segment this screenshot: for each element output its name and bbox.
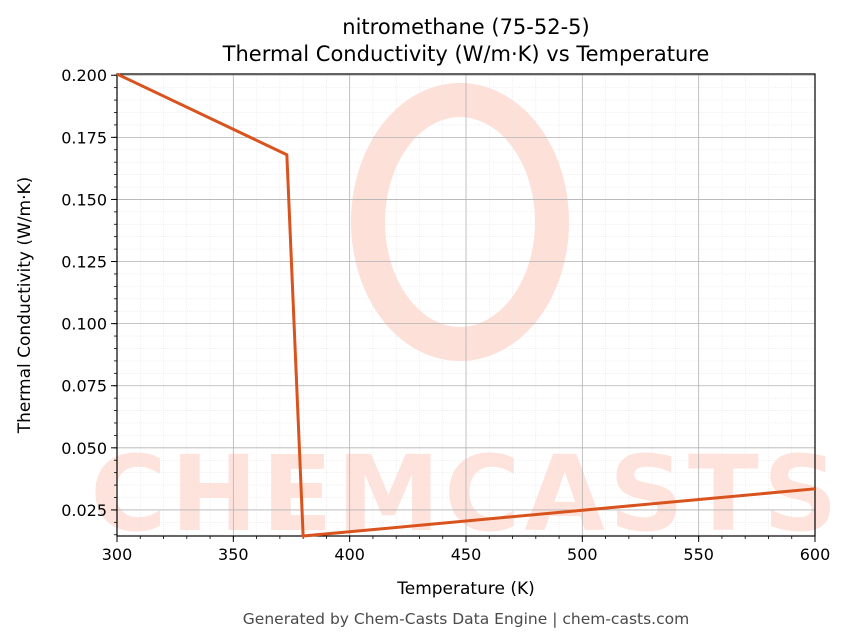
watermark-logo-ring	[351, 83, 569, 361]
x-tick-label: 600	[800, 545, 831, 564]
x-tick-label: 350	[218, 545, 249, 564]
footer-credit: Generated by Chem-Casts Data Engine | ch…	[243, 610, 689, 628]
x-axis: 300 350 400 450 500 550 600	[102, 536, 831, 564]
y-tick-label: 0.125	[61, 253, 107, 272]
x-tick-label: 400	[334, 545, 365, 564]
series-group	[116, 72, 816, 538]
chart-subtitle: Thermal Conductivity (W/m·K) vs Temperat…	[222, 42, 710, 66]
x-tick-label: 300	[102, 545, 133, 564]
y-tick-label: 0.100	[61, 315, 107, 334]
chart-title: nitromethane (75-52-5)	[342, 15, 589, 39]
y-tick-label: 0.175	[61, 128, 107, 147]
y-tick-label: 0.025	[61, 501, 107, 520]
y-axis: 0.025 0.050 0.075 0.100 0.125 0.150 0.175 0.200	[61, 66, 117, 536]
y-tick-label: 0.150	[61, 190, 107, 209]
x-axis-label: Temperature (K)	[396, 579, 535, 599]
y-axis-label: Thermal Conductivity (W/m·K)	[15, 177, 35, 435]
y-tick-label: 0.200	[61, 66, 107, 85]
x-tick-label: 550	[683, 545, 714, 564]
x-tick-label: 450	[451, 545, 482, 564]
y-tick-label: 0.050	[61, 439, 107, 458]
series-line	[116, 72, 816, 538]
y-tick-label: 0.075	[61, 377, 107, 396]
x-tick-label: 500	[567, 545, 598, 564]
